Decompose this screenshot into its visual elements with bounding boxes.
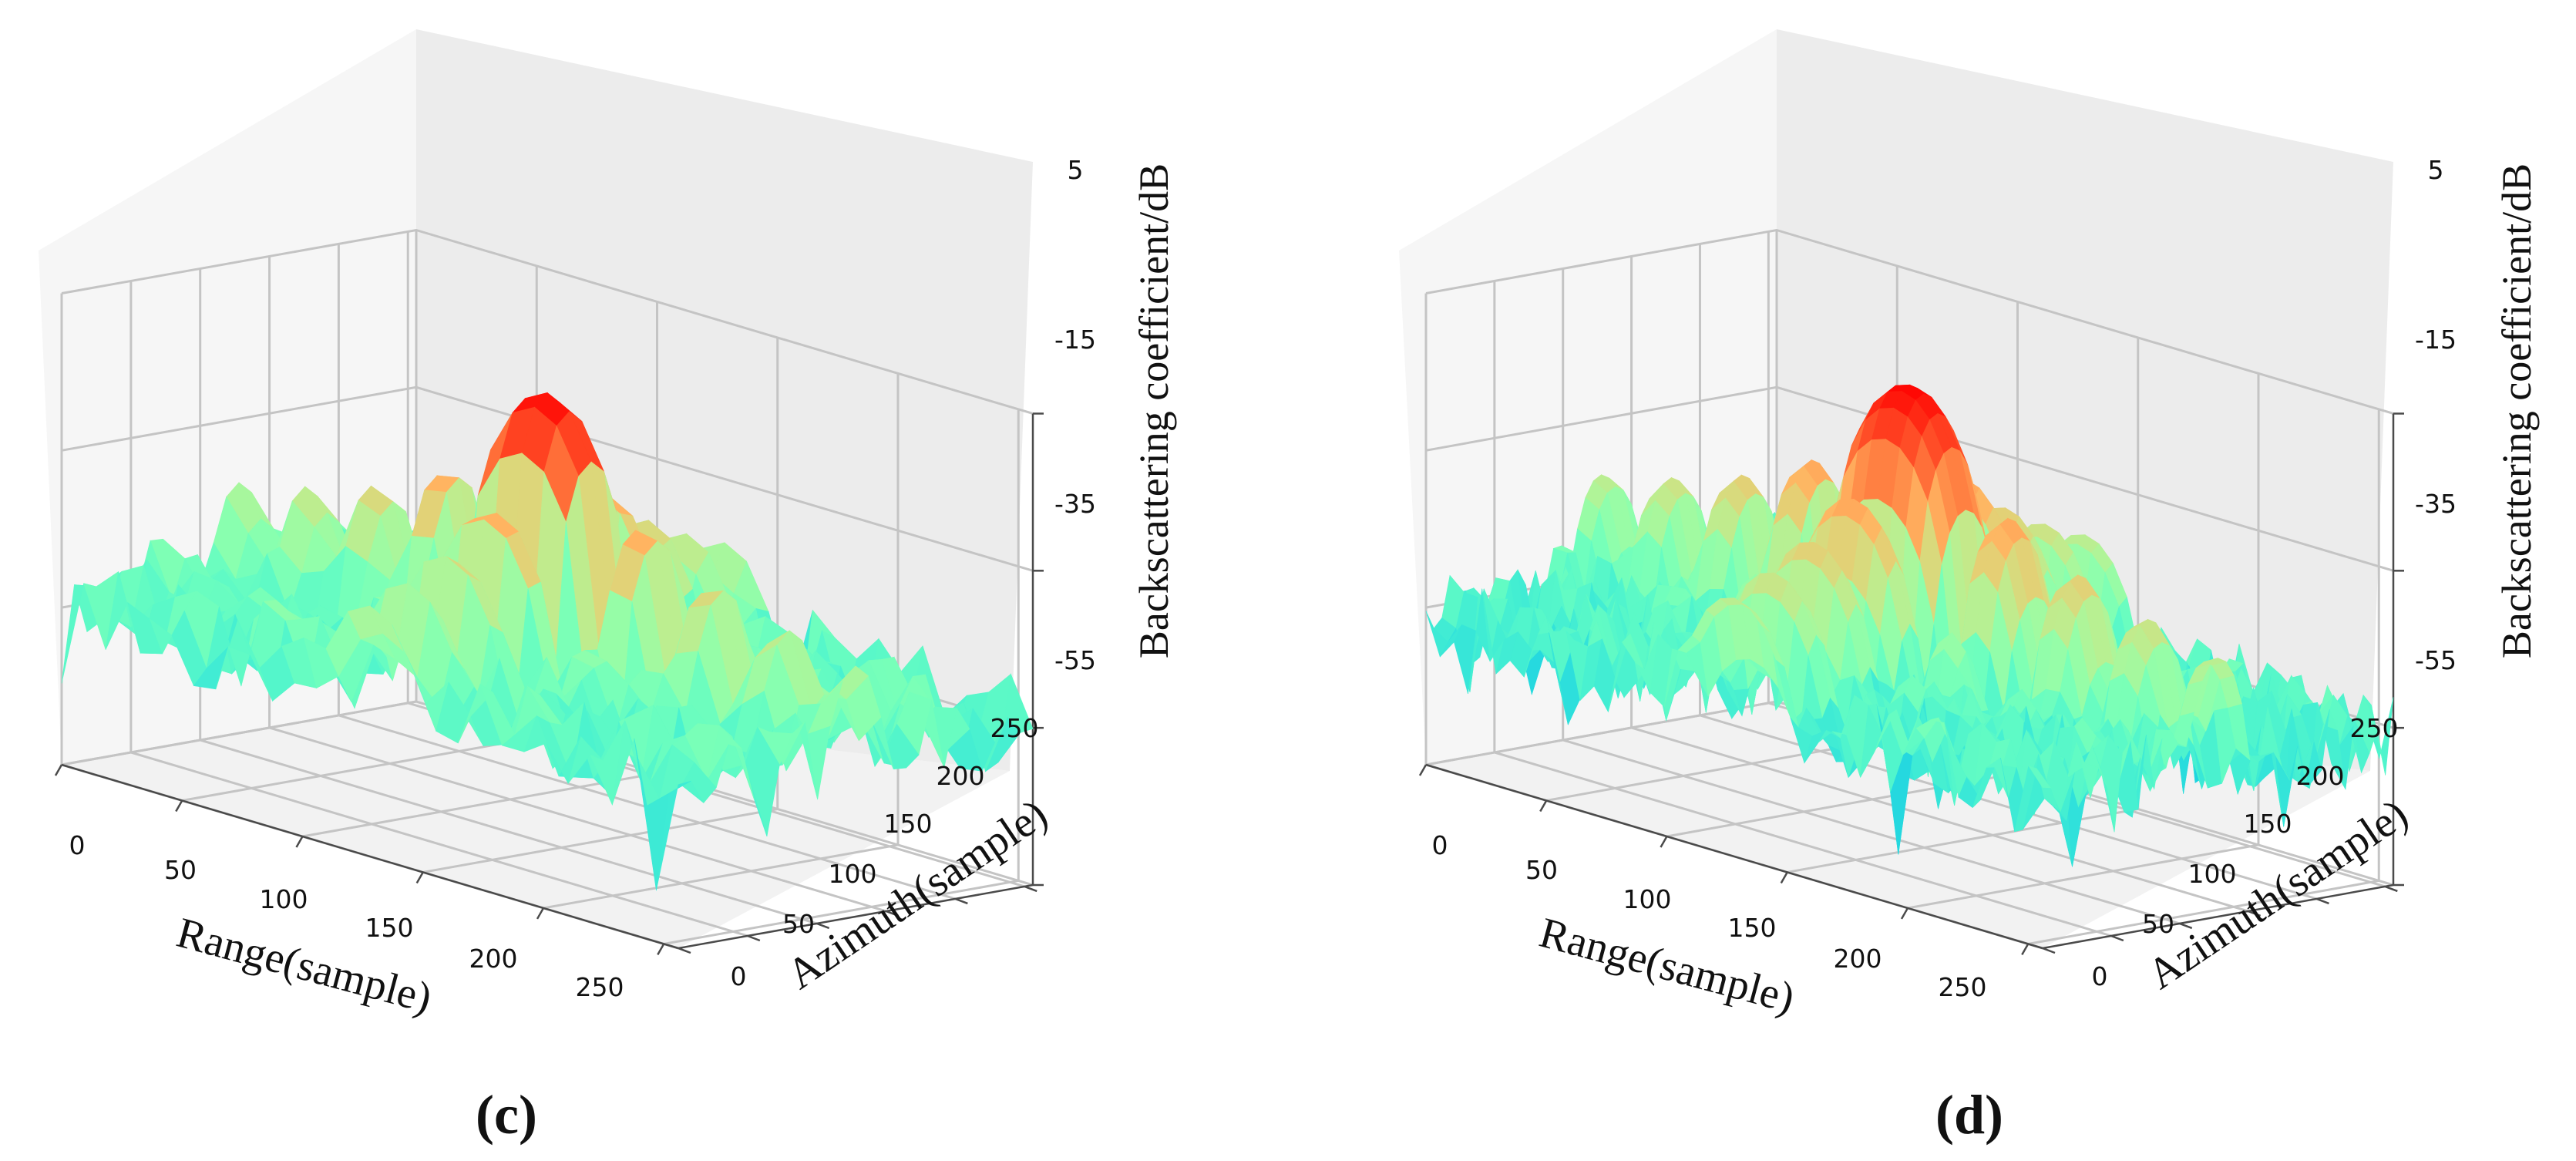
x-tick-labels: 0 50 100 150 200 250 bbox=[1432, 830, 1987, 1002]
y-tick-mark bbox=[886, 910, 899, 917]
z-tick-label: -15 bbox=[1054, 325, 1096, 355]
y-tick-label: 250 bbox=[990, 713, 1039, 743]
axis-line bbox=[2042, 883, 2394, 950]
y-tick-label: 100 bbox=[2188, 859, 2237, 889]
x-tick-label: 100 bbox=[1623, 884, 1672, 914]
z-tick-labels: 5 -15 -35 -55 bbox=[2415, 155, 2457, 675]
y-tick-label: 250 bbox=[2350, 713, 2399, 743]
x-tick-mark bbox=[657, 943, 665, 956]
gridline bbox=[61, 385, 1034, 572]
chart-panel-c: 0 50 100 150 200 250 0 50 100 150 200 25… bbox=[39, 29, 1177, 1146]
tick-marks bbox=[54, 412, 1044, 956]
surface-plot bbox=[1425, 384, 2394, 867]
x-tick-mark bbox=[415, 871, 424, 884]
y-tick-mark bbox=[2316, 897, 2329, 905]
y-tick-mark bbox=[2042, 947, 2056, 954]
y-tick-label: 50 bbox=[782, 909, 815, 939]
pane-edges bbox=[1425, 413, 2395, 950]
y-tick-mark bbox=[954, 897, 968, 905]
y-tick-mark bbox=[2384, 885, 2398, 893]
x-tick-label: 200 bbox=[1834, 944, 1882, 974]
x-tick-mark bbox=[1780, 871, 1788, 884]
z-tick-labels: 5 -15 -35 -55 bbox=[1054, 155, 1096, 675]
y-tick-label: 150 bbox=[2244, 809, 2292, 839]
y-tick-mark bbox=[678, 947, 691, 954]
x-tick-label: 200 bbox=[469, 944, 518, 974]
y-tick-label: 50 bbox=[2142, 909, 2174, 939]
surface-facet bbox=[656, 780, 691, 891]
x-tick-mark bbox=[536, 907, 545, 920]
y-tick-mark bbox=[1024, 885, 1037, 893]
panel-caption: (c) bbox=[476, 1084, 537, 1146]
x-tick-mark bbox=[1539, 799, 1548, 813]
y-tick-mark bbox=[2248, 910, 2262, 917]
panel-caption: (d) bbox=[1935, 1084, 2003, 1146]
x-tick-label: 150 bbox=[1728, 913, 1777, 943]
y-tick-label: 200 bbox=[2296, 761, 2345, 791]
y-tick-labels: 0 50 100 150 200 250 bbox=[2092, 713, 2399, 991]
gridline bbox=[61, 228, 1034, 415]
x-tick-mark bbox=[1900, 907, 1909, 920]
x-tick-mark bbox=[2021, 943, 2030, 956]
gridline bbox=[61, 700, 1034, 887]
x-tick-label: 50 bbox=[164, 855, 197, 885]
z-tick-label: -15 bbox=[2415, 325, 2457, 355]
y-tick-mark bbox=[747, 934, 761, 942]
surface-plot bbox=[61, 392, 1034, 891]
axis-line bbox=[61, 763, 679, 950]
y-tick-label: 100 bbox=[829, 859, 877, 889]
x-tick-mark bbox=[175, 799, 183, 813]
y-tick-label: 0 bbox=[731, 961, 747, 991]
z-tick-label: 5 bbox=[1068, 155, 1084, 185]
z-tick-label: 5 bbox=[2428, 155, 2444, 185]
x-tick-labels: 0 50 100 150 200 250 bbox=[69, 830, 624, 1002]
surface-facet bbox=[2028, 765, 2051, 789]
chart-panel-d: 0 50 100 150 200 250 0 50 100 150 200 25… bbox=[1399, 29, 2540, 1146]
y-tick-label: 200 bbox=[937, 761, 985, 791]
z-tick-label: -55 bbox=[2415, 645, 2457, 675]
y-tick-mark bbox=[816, 922, 830, 930]
x-tick-label: 100 bbox=[260, 884, 308, 914]
z-axis-label: Backscattering coefficient/dB bbox=[1131, 163, 1177, 658]
y-tick-mark bbox=[2110, 934, 2124, 942]
x-tick-mark bbox=[1418, 764, 1428, 776]
gridline bbox=[1425, 385, 2394, 572]
z-tick-label: -35 bbox=[1054, 489, 1096, 519]
pane-edges bbox=[61, 413, 1034, 950]
x-tick-mark bbox=[295, 836, 304, 848]
x-tick-label: 0 bbox=[1432, 830, 1448, 860]
z-tick-label: -35 bbox=[2415, 489, 2457, 519]
tick-marks bbox=[1418, 412, 2404, 956]
z-axis-label: Backscattering coefficient/dB bbox=[2494, 163, 2540, 658]
x-tick-mark bbox=[54, 764, 63, 776]
x-tick-label: 250 bbox=[1939, 972, 1987, 1002]
axis-line bbox=[678, 883, 1034, 950]
x-tick-label: 0 bbox=[69, 830, 86, 860]
x-tick-label: 50 bbox=[1525, 855, 1558, 885]
y-tick-label: 150 bbox=[884, 809, 933, 839]
y-tick-mark bbox=[2179, 922, 2193, 930]
x-tick-mark bbox=[1660, 836, 1668, 848]
z-tick-label: -55 bbox=[1054, 645, 1096, 675]
x-tick-label: 150 bbox=[365, 913, 414, 943]
y-tick-label: 0 bbox=[2092, 961, 2108, 991]
x-tick-label: 250 bbox=[576, 972, 624, 1002]
axis-line bbox=[1425, 763, 2043, 950]
gridline bbox=[1425, 228, 2394, 415]
y-tick-labels: 0 50 100 150 200 250 bbox=[731, 713, 1039, 991]
